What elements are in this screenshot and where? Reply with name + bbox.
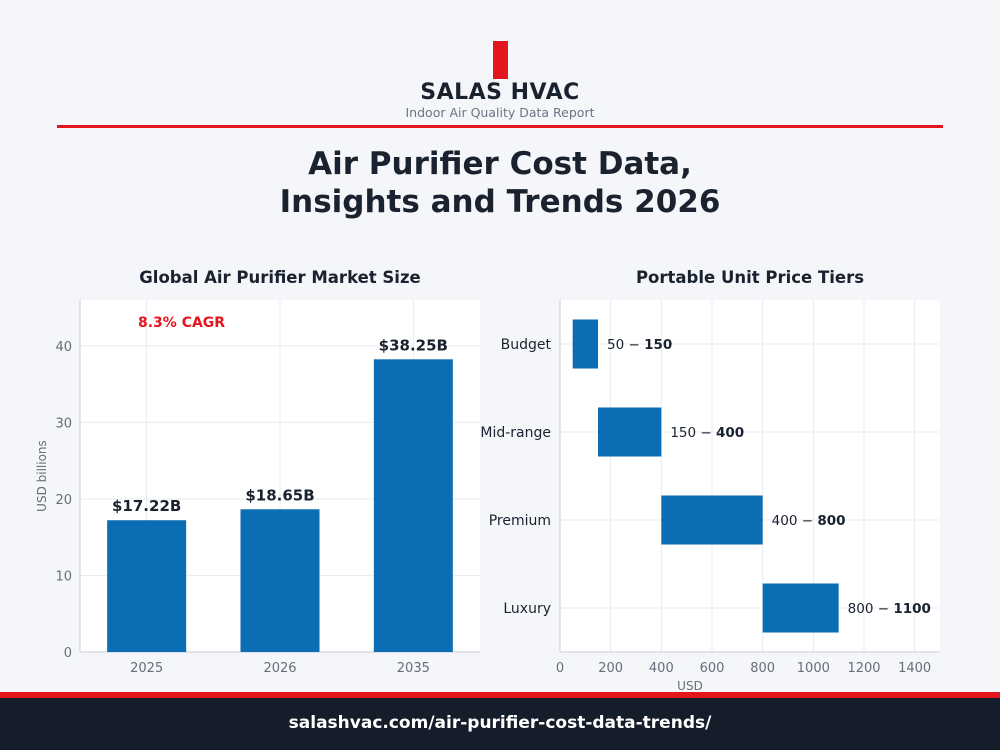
price-range-low: 800 − <box>848 601 894 617</box>
price-range-high: 800 <box>817 513 845 529</box>
market-y-tick-label: 10 <box>55 569 72 584</box>
price-tier-label: Budget <box>501 337 552 353</box>
market-y-tick-label: 30 <box>55 416 72 431</box>
market-bar-value-label: $17.22B <box>112 497 181 515</box>
page-title-line-2: Insights and Trends 2026 <box>279 184 721 220</box>
header-divider <box>57 125 943 128</box>
market-y-tick-label: 40 <box>55 340 72 355</box>
market-x-tick-label: 2026 <box>263 661 296 676</box>
market-bar-value-label: $38.25B <box>379 336 448 354</box>
price-plot-area <box>560 300 940 652</box>
market-bar <box>373 359 453 652</box>
price-x-tick-label: 200 <box>598 661 623 676</box>
price-tier-label: Mid-range <box>480 425 551 441</box>
market-chart-title: Global Air Purifier Market Size <box>139 268 421 287</box>
price-x-tick-label: 600 <box>700 661 725 676</box>
price-tier-label: Premium <box>489 513 551 529</box>
footer-bar: salashvac.com/air-purifier-cost-data-tre… <box>0 698 1000 750</box>
brand-name: SALAS HVAC <box>420 80 580 105</box>
page-title-line-1: Air Purifier Cost Data, <box>308 146 692 182</box>
price-x-tick-label: 1000 <box>797 661 830 676</box>
page-title: Air Purifier Cost Data, Insights and Tre… <box>0 145 1000 221</box>
price-range-high: 400 <box>716 425 744 441</box>
price-range-high: 150 <box>644 337 672 353</box>
price-tier-bar <box>661 495 763 545</box>
price-x-axis-label: USD <box>677 679 703 693</box>
price-chart-title: Portable Unit Price Tiers <box>635 268 865 287</box>
price-x-tick-label: 0 <box>556 661 564 676</box>
footer-accent-bar <box>0 692 1000 698</box>
brand-tagline: Indoor Air Quality Data Report <box>405 105 595 120</box>
market-cagr-annotation: 8.3% CAGR <box>138 315 225 331</box>
market-y-tick-label: 0 <box>64 646 72 661</box>
market-x-tick-label: 2035 <box>397 661 430 676</box>
price-x-tick-label: 1400 <box>898 661 931 676</box>
footer-url-link[interactable]: salashvac.com/air-purifier-cost-data-tre… <box>288 713 712 733</box>
price-range-low: 150 − <box>670 425 716 441</box>
price-x-tick-label: 1200 <box>847 661 880 676</box>
market-y-axis-label: USD billions <box>35 440 49 512</box>
market-bar <box>240 509 320 652</box>
price-range-label: 800 − 1100 <box>848 601 931 617</box>
market-x-tick-label: 2025 <box>130 661 163 676</box>
price-range-label: 150 − 400 <box>670 425 744 441</box>
price-range-high: 1100 <box>893 601 931 617</box>
brand-logo-mark <box>493 41 508 79</box>
price-tier-bar <box>762 583 839 633</box>
market-bar <box>107 520 187 652</box>
price-range-low: 400 − <box>772 513 818 529</box>
price-range-low: 50 − <box>607 337 644 353</box>
market-y-tick-label: 20 <box>55 493 72 508</box>
price-x-tick-label: 800 <box>750 661 775 676</box>
price-range-label: 400 − 800 <box>772 513 846 529</box>
price-x-tick-label: 400 <box>649 661 674 676</box>
market-bar-value-label: $18.65B <box>245 486 314 504</box>
price-tier-label: Luxury <box>503 601 551 617</box>
price-range-label: 50 − 150 <box>607 337 672 353</box>
price-tier-bar <box>598 407 662 457</box>
price-tier-bar <box>572 319 598 369</box>
